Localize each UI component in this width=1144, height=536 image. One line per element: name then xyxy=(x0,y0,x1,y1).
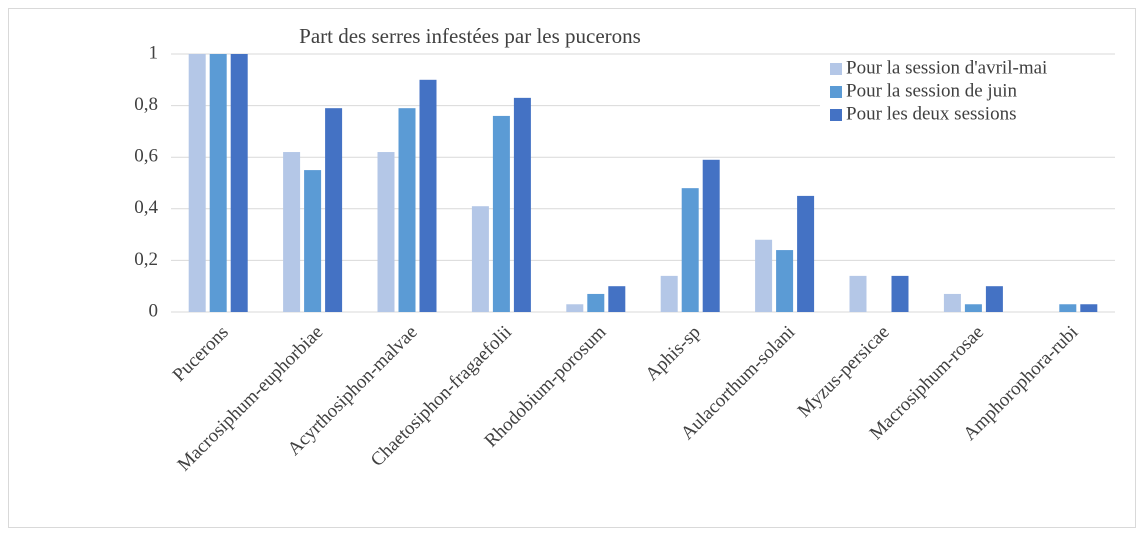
y-tick-label: 0 xyxy=(149,300,159,321)
legend-label: Pour la session d'avril-mai xyxy=(846,57,1047,78)
bar xyxy=(776,250,794,312)
chart-title: Part des serres infestées par les pucero… xyxy=(299,24,641,48)
bar xyxy=(230,54,248,312)
bar xyxy=(755,239,773,312)
legend-swatch xyxy=(830,109,842,121)
legend-swatch xyxy=(830,63,842,75)
bar xyxy=(943,293,961,312)
bar xyxy=(188,54,206,312)
bar xyxy=(608,286,626,312)
bar xyxy=(587,293,605,312)
bar xyxy=(964,304,982,312)
bar xyxy=(325,108,343,313)
bar xyxy=(797,195,815,312)
legend-swatch xyxy=(830,86,842,98)
legend-label: Pour la session de juin xyxy=(846,80,1017,101)
bar xyxy=(566,304,584,312)
legend-label: Pour les deux sessions xyxy=(846,103,1016,124)
y-tick-label: 1 xyxy=(149,42,159,63)
y-tick-label: 0,8 xyxy=(134,94,158,115)
bar xyxy=(1059,304,1077,312)
bar xyxy=(398,108,416,313)
bar xyxy=(891,275,909,312)
bar xyxy=(377,152,395,312)
bar xyxy=(1080,304,1098,312)
bar xyxy=(513,97,531,312)
bar xyxy=(660,275,678,312)
y-tick-label: 0,6 xyxy=(134,146,158,167)
bar xyxy=(849,275,867,312)
bar xyxy=(471,206,489,312)
legend-background xyxy=(820,58,1120,136)
y-tick-label: 0,2 xyxy=(134,249,158,270)
bar xyxy=(419,79,437,312)
bar xyxy=(304,170,322,312)
bar xyxy=(492,115,510,312)
bar xyxy=(702,159,720,312)
bar xyxy=(283,152,301,312)
bar xyxy=(985,286,1003,312)
bar xyxy=(209,54,227,312)
bar xyxy=(681,188,699,312)
y-tick-label: 0,4 xyxy=(134,197,158,218)
